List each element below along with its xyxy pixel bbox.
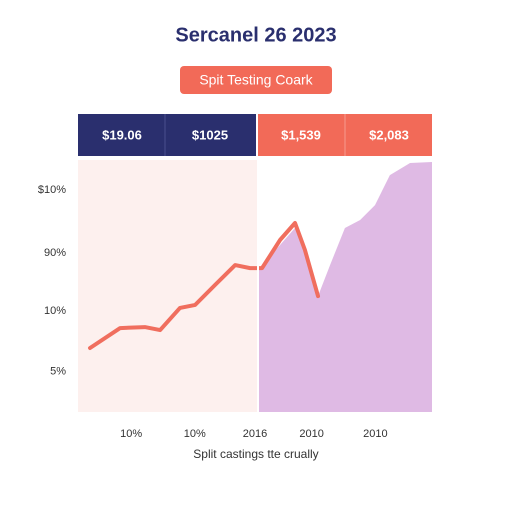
x-tick-label: 10% — [120, 428, 142, 440]
plot-left-bg — [78, 160, 258, 412]
caption: Split castings tte crually — [193, 447, 318, 461]
x-tick-label: 2010 — [363, 428, 387, 440]
badge-text: Spit Testing Coark — [199, 72, 313, 88]
x-tick-label: 10% — [184, 428, 206, 440]
y-tick-label: $10% — [38, 184, 66, 196]
stat: $2,083 — [369, 127, 409, 142]
header-left — [78, 114, 256, 156]
plot — [88, 162, 432, 412]
stat: $1025 — [192, 127, 228, 142]
stat: $1,539 — [281, 127, 321, 142]
line — [88, 221, 321, 350]
chart-title: Sercanel 26 2023 — [175, 24, 336, 46]
x-tick-label: 2016 — [243, 428, 267, 440]
stat: $19.06 — [102, 127, 142, 142]
x-tick-label: 2010 — [299, 428, 323, 440]
badge — [180, 66, 332, 94]
area — [257, 162, 432, 412]
y-tick-label: 10% — [44, 305, 66, 317]
y-tick-label: 5% — [50, 366, 66, 378]
y-tick-label: 90% — [44, 247, 66, 259]
